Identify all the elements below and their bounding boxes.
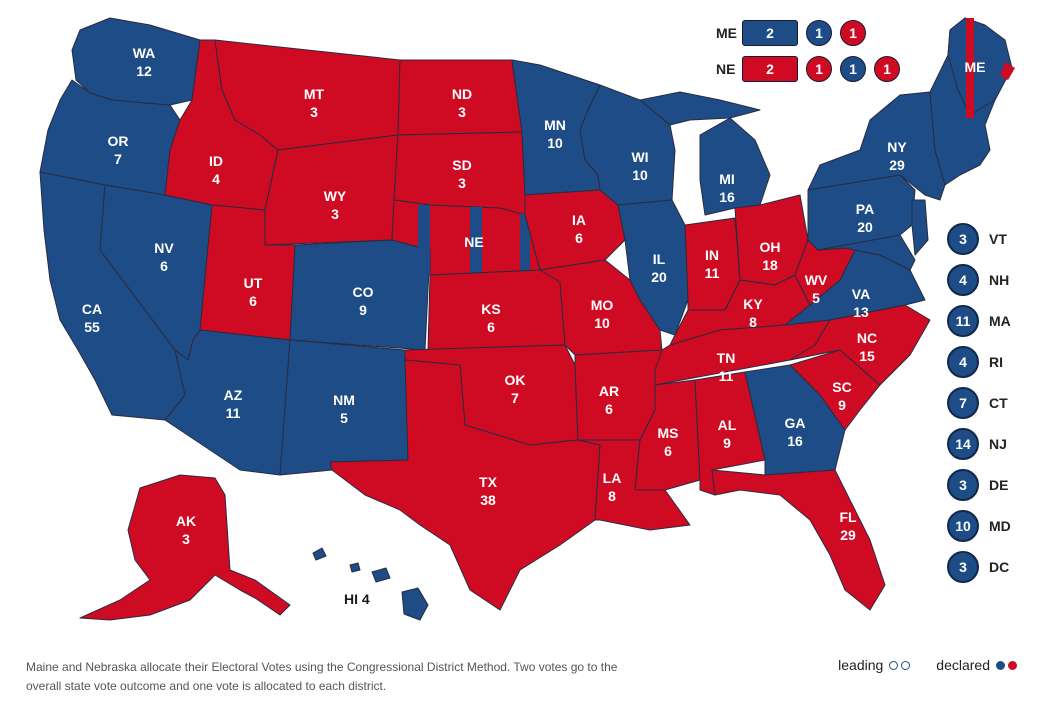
small-state-name-dc: DC — [989, 559, 1010, 575]
state-label-la: LA 8 — [603, 470, 622, 504]
state-tx[interactable] — [329, 359, 601, 611]
small-state-name-de: DE — [989, 477, 1009, 493]
state-label-ca: CA 55 — [82, 301, 102, 335]
state-co[interactable] — [289, 239, 431, 351]
district-chip-ne-3: 1 — [874, 56, 900, 82]
ne-district-stripe-1 — [418, 205, 430, 275]
legend-declared-label: declared — [936, 657, 990, 673]
state-label-ga: GA 16 — [785, 415, 806, 449]
state-label-oh: OH 18 — [760, 239, 781, 273]
state-label-mi: MI 16 — [719, 171, 735, 205]
state-label-al: AL 9 — [718, 417, 737, 451]
small-state-votes-md[interactable]: 10 — [947, 510, 979, 542]
us-electoral-map: WA 12 OR 7 CA 55 NV 6 ID 4 MT 3 WY 3 UT 6 AZ 11 CO 9 NM 5 ND 3 S… — [39, 17, 1015, 621]
state-label-va: VA 13 — [852, 286, 870, 320]
district-chip-ne-statewide: 2 — [742, 56, 798, 82]
state-label-ne: NE — [464, 234, 483, 250]
legend-declared-dem-dot — [996, 660, 1005, 670]
legend-leading-rep-dot — [901, 660, 911, 670]
legend-leading-label: leading — [838, 657, 884, 673]
state-label-co: CO 9 — [353, 284, 374, 318]
small-state-votes-ct[interactable]: 7 — [947, 387, 979, 419]
state-label-sd: SD 3 — [452, 157, 471, 191]
state-label-in: IN 11 — [705, 247, 720, 281]
small-state-votes-ri[interactable]: 4 — [947, 346, 979, 378]
state-label-nv: NV 6 — [154, 240, 174, 274]
small-state-name-ri: RI — [989, 354, 1003, 370]
state-label-az: AZ 11 — [224, 387, 243, 421]
state-label-ia: IA 6 — [572, 212, 586, 246]
district-chip-me-1: 1 — [806, 20, 832, 46]
state-me[interactable] — [947, 17, 1013, 116]
state-mi[interactable] — [699, 117, 771, 216]
state-nc[interactable] — [789, 304, 931, 386]
state-label-id: ID 4 — [209, 153, 223, 187]
small-state-name-nj: NJ — [989, 436, 1007, 452]
small-state-name-vt: VT — [989, 231, 1007, 247]
me-district-coast — [1000, 62, 1015, 80]
state-label-wa: WA 12 — [133, 45, 156, 79]
state-label-nd: ND 3 — [452, 86, 472, 120]
state-label-or: OR 7 — [108, 133, 129, 167]
state-mi-upper[interactable] — [639, 91, 761, 126]
state-hi[interactable] — [312, 547, 429, 621]
state-label-mo: MO 10 — [591, 297, 614, 331]
hawaii-label: HI 4 — [344, 591, 370, 607]
state-label-wv: WV 5 — [805, 272, 828, 306]
small-state-votes-de[interactable]: 3 — [947, 469, 979, 501]
district-chip-me-2: 1 — [840, 20, 866, 46]
small-state-votes-nh[interactable]: 4 — [947, 264, 979, 296]
small-state-name-ma: MA — [989, 313, 1011, 329]
state-label-ak: AK 3 — [176, 513, 196, 547]
legend-declared-rep-dot — [1008, 660, 1017, 670]
state-label-pa: PA 20 — [856, 201, 874, 235]
footnote: Maine and Nebraska allocate their Electo… — [26, 660, 618, 693]
state-label-nc: NC 15 — [857, 330, 877, 364]
state-label-ms: MS 6 — [658, 425, 679, 459]
ne-district-stripe-3 — [520, 214, 530, 274]
state-nj[interactable] — [911, 199, 929, 256]
state-label-me: ME — [965, 59, 986, 75]
state-labels: WA 12 OR 7 CA 55 NV 6 ID 4 MT 3 WY 3 UT 6 AZ 11 CO 9 NM 5 ND 3 S… — [82, 45, 986, 547]
small-state-votes-ma[interactable]: 11 — [947, 305, 979, 337]
state-label-fl: FL 29 — [839, 509, 857, 543]
district-chip-ne-1: 1 — [806, 56, 832, 82]
state-label-tn: TN 11 — [717, 350, 736, 384]
state-label-ok: OK 7 — [505, 372, 526, 406]
small-state-name-nh: NH — [989, 272, 1010, 288]
state-md-de[interactable] — [817, 234, 916, 271]
small-state-votes-nj[interactable]: 14 — [947, 428, 979, 460]
state-label-il: IL 20 — [651, 251, 667, 285]
small-state-name-md: MD — [989, 518, 1011, 534]
state-ak[interactable] — [79, 474, 291, 621]
state-label-ny: NY 29 — [887, 139, 907, 173]
state-label-wi: WI 10 — [631, 149, 648, 183]
state-label-ut: UT 6 — [244, 275, 263, 309]
state-label-ks: KS 6 — [481, 301, 500, 335]
state-il[interactable] — [617, 199, 689, 336]
me-district-stripe — [966, 18, 974, 118]
district-chip-me-statewide: 2 — [742, 20, 798, 46]
district-row-label-me: ME — [716, 25, 737, 41]
small-state-votes-vt[interactable]: 3 — [947, 223, 979, 255]
state-label-wy: WY 3 — [324, 188, 347, 222]
legend-leading-dem-dot — [889, 660, 899, 670]
state-fl[interactable] — [711, 469, 886, 611]
state-wa[interactable] — [71, 17, 201, 106]
state-label-tx: TX 38 — [479, 474, 498, 508]
state-label-mt: MT 3 — [304, 86, 325, 120]
small-state-name-ct: CT — [989, 395, 1008, 411]
state-label-ky: KY 8 — [743, 296, 763, 330]
state-wy[interactable] — [264, 134, 399, 246]
state-label-sc: SC 9 — [832, 379, 851, 413]
state-label-ar: AR 6 — [599, 383, 619, 417]
legend: leading declared — [838, 657, 1017, 673]
small-state-votes-dc[interactable]: 3 — [947, 551, 979, 583]
district-row-label-ne: NE — [716, 61, 736, 77]
state-label-nm: NM 5 — [333, 392, 355, 426]
district-chip-ne-2: 1 — [840, 56, 866, 82]
state-label-mn: MN 10 — [544, 117, 566, 151]
ne-district-stripe-2 — [470, 207, 482, 275]
